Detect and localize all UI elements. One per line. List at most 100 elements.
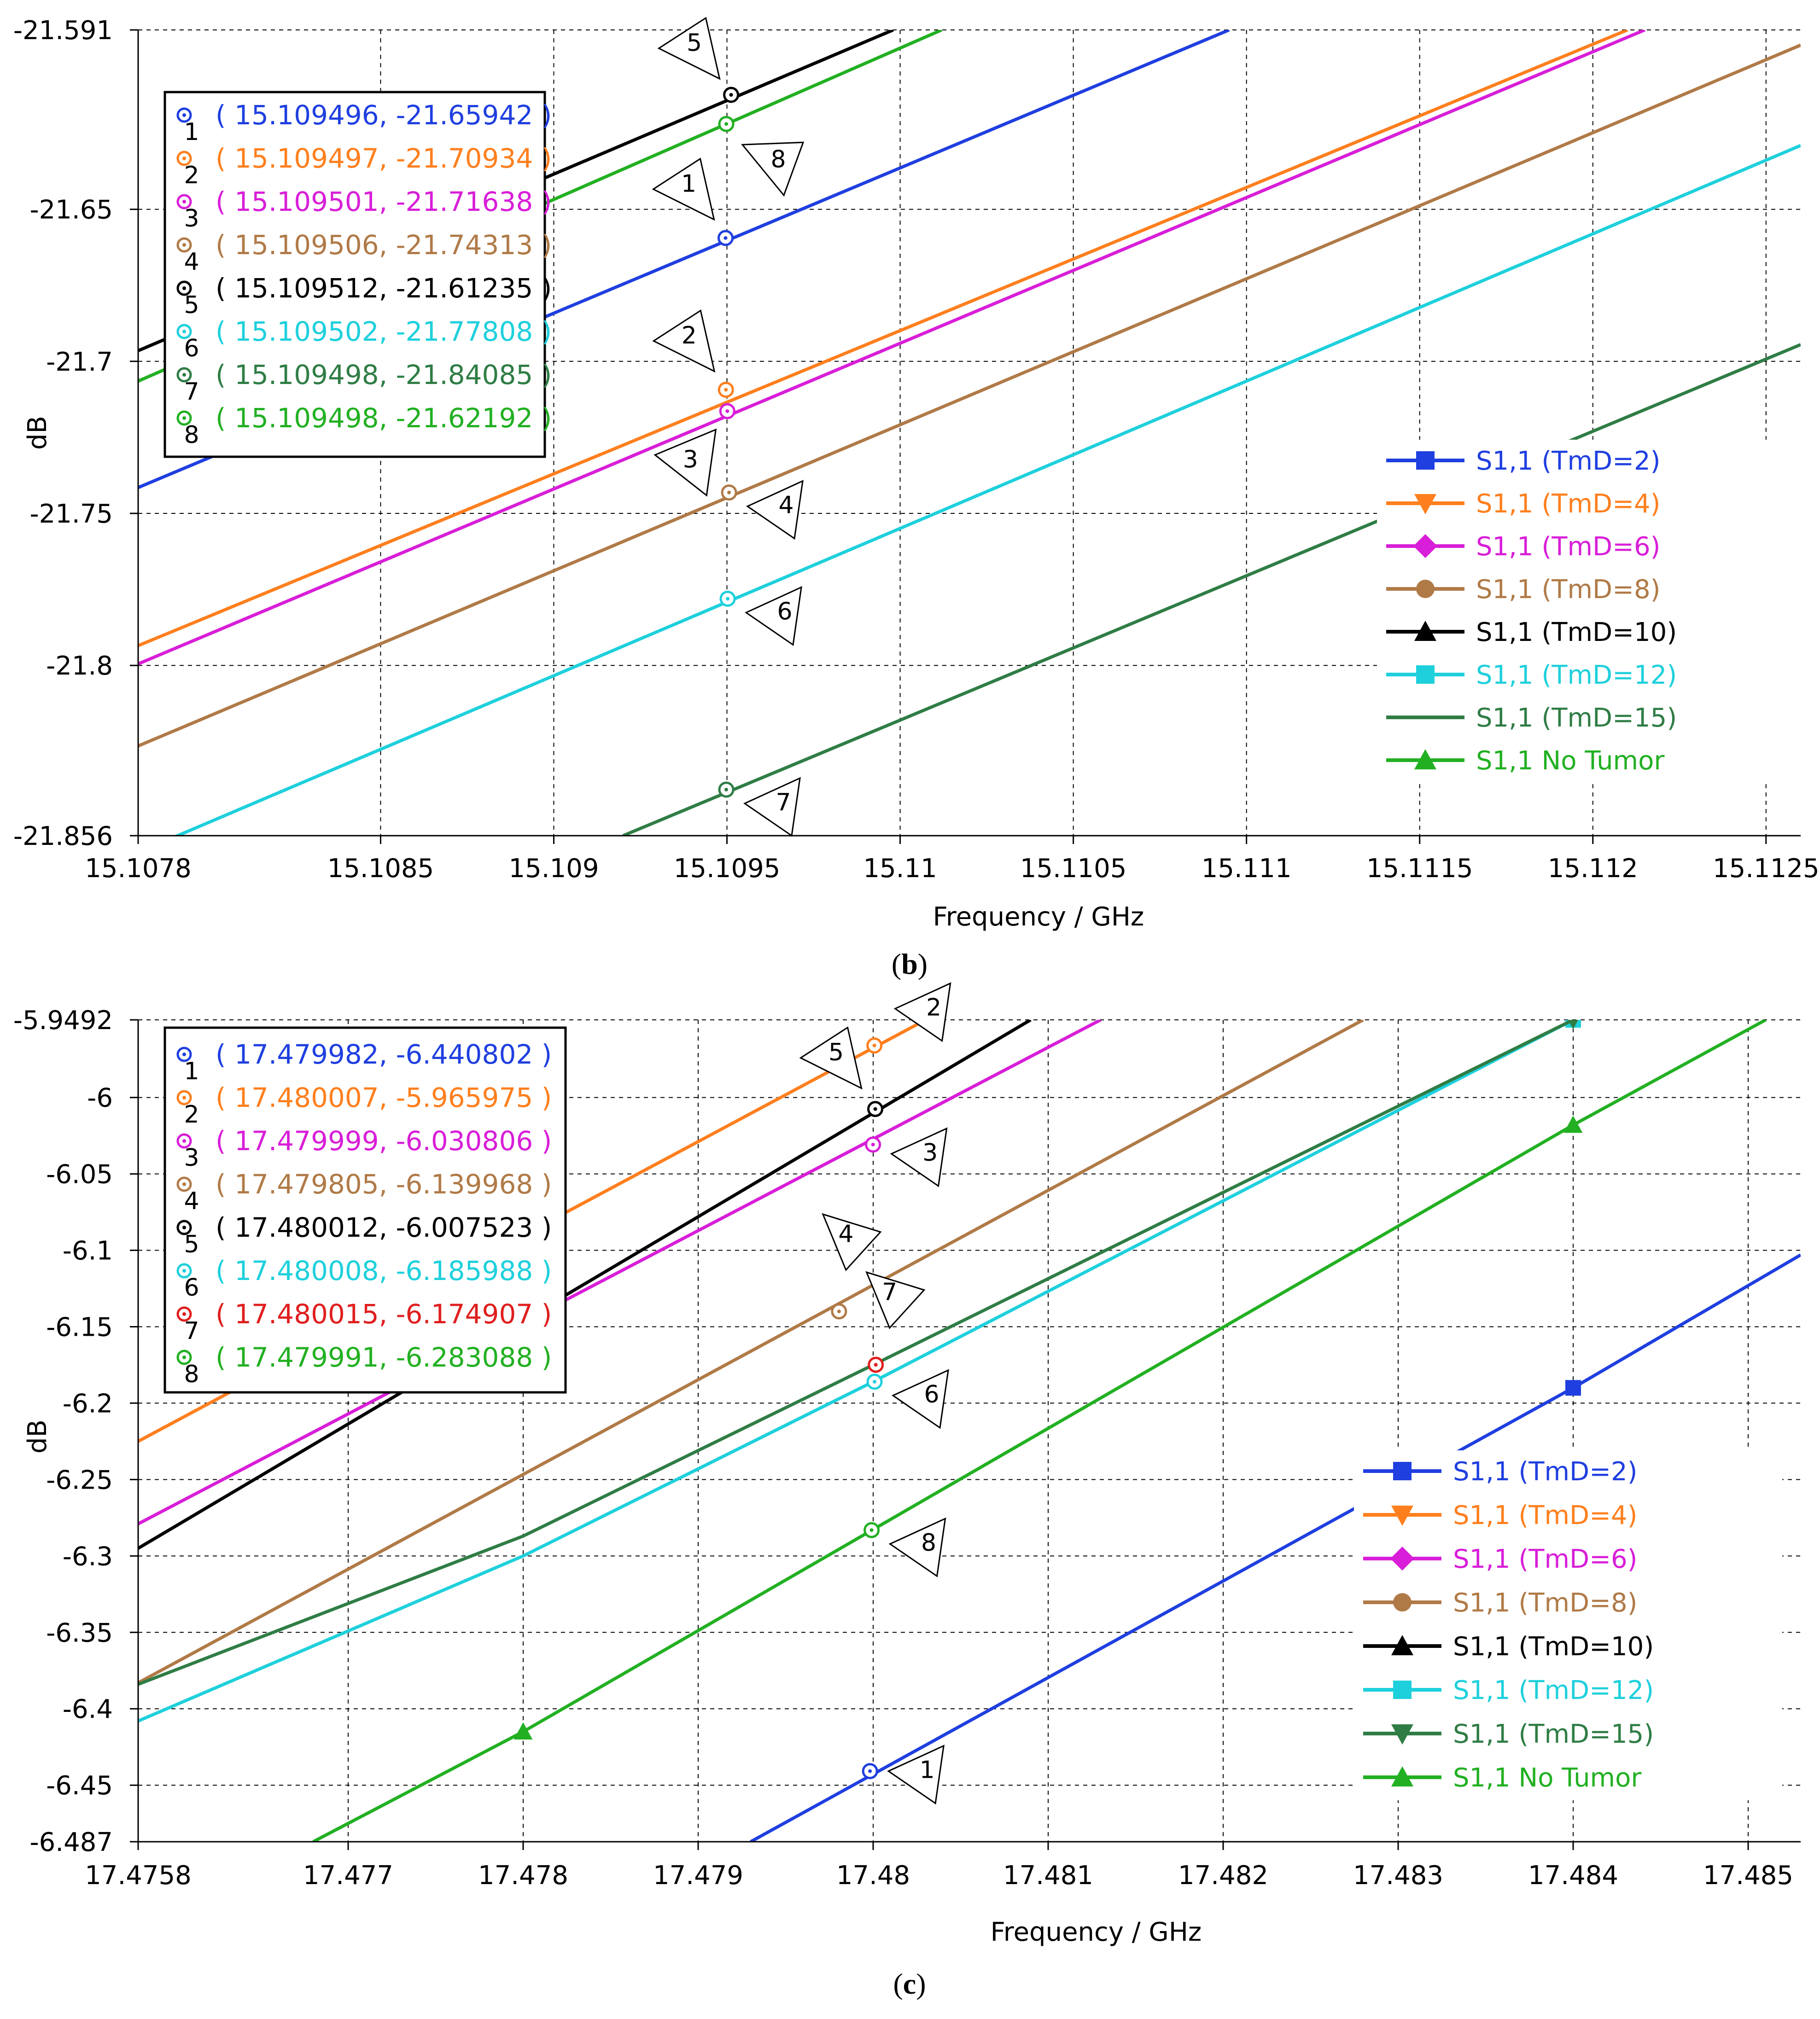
marker-point-dot — [724, 787, 729, 791]
x-tick-label: 17.485 — [1703, 1861, 1793, 1891]
marker-table-icon-dot — [182, 243, 186, 247]
marker-table-value: ( 15.109498, -21.62192 ) — [216, 402, 552, 434]
marker-point-dot — [725, 409, 729, 413]
legend-label: S1,1 (TmD=6) — [1453, 1544, 1638, 1574]
marker-point-dot — [871, 1142, 875, 1146]
marker-flag-number: 5 — [828, 1039, 844, 1066]
marker-flag-number: 7 — [882, 1279, 897, 1306]
marker-table-icon-dot — [182, 1139, 186, 1143]
series-point-marker — [1568, 1020, 1579, 1030]
marker-point-dot — [726, 597, 730, 601]
marker-flag — [822, 1213, 882, 1271]
legend-label: S1,1 (TmD=6) — [1476, 532, 1661, 562]
legend-label: S1,1 (TmD=12) — [1476, 660, 1677, 690]
legend-swatch-marker — [1413, 534, 1437, 558]
x-axis-label: Frequency / GHz — [933, 902, 1144, 932]
marker-flags: 1 2 3 4 5 6 7 8 — [652, 17, 805, 837]
legend-swatch-marker — [1391, 1724, 1413, 1745]
marker-flag — [892, 1369, 949, 1429]
marker-flag-number: 8 — [921, 1529, 936, 1557]
marker-point-dot — [874, 1363, 878, 1367]
marker-table-icon-dot — [182, 1053, 186, 1056]
marker-readout-table: 1 ( 15.109496, -21.65942 ) 2 ( 15.109497, -… — [163, 91, 552, 458]
marker-point-dot — [868, 1769, 872, 1773]
marker-points — [718, 87, 740, 798]
x-tick-label: 15.1095 — [674, 854, 781, 884]
marker-table-number: 4 — [184, 248, 199, 276]
marker-table-number: 8 — [184, 1361, 199, 1388]
marker-table-number: 4 — [184, 1187, 199, 1215]
x-tick-label: 17.483 — [1353, 1861, 1443, 1891]
legend-label: S1,1 (TmD=15) — [1453, 1719, 1654, 1749]
plot-frame — [137, 30, 1801, 837]
marker-table-number: 2 — [184, 1101, 199, 1129]
marker-readout-table: 1 ( 17.479982, -6.440802 ) 2 ( 17.480007, -… — [163, 1026, 567, 1394]
marker-point-dot — [729, 93, 733, 97]
y-tick-label: -21.75 — [29, 499, 113, 529]
marker-flag — [890, 1127, 948, 1187]
marker-table-value: ( 15.109512, -21.61235 ) — [216, 273, 552, 304]
marker-table-number: 6 — [184, 1274, 199, 1302]
marker-table-value: ( 17.480012, -6.007523 ) — [216, 1212, 552, 1243]
marker-table-value: ( 17.480015, -6.174907 ) — [216, 1298, 552, 1330]
y-tick-label: -21.8 — [46, 651, 113, 681]
y-axis-label: dB — [23, 416, 52, 450]
marker-table-icon-dot — [182, 200, 186, 204]
legend-label: S1,1 (TmD=8) — [1453, 1588, 1638, 1618]
marker-table-icon-dot — [182, 373, 186, 377]
marker-table-icon-dot — [182, 1226, 186, 1229]
marker-table-number: 7 — [184, 1317, 199, 1345]
x-tick-label: 15.1085 — [327, 854, 434, 884]
x-tick-label: 17.484 — [1528, 1861, 1618, 1891]
marker-table-icon-dot — [182, 1096, 186, 1100]
x-tick-label: 15.1115 — [1366, 854, 1473, 884]
marker-table-value: ( 15.109502, -21.77808 ) — [216, 316, 552, 347]
marker-point-dot — [873, 1107, 877, 1111]
marker-table-icon-dot — [182, 330, 186, 333]
legend-swatch-marker — [1393, 1462, 1412, 1480]
legend-swatch-marker — [1416, 451, 1435, 470]
legend-label: S1,1 No Tumor — [1476, 746, 1665, 776]
y-tick-label: -6.15 — [46, 1312, 113, 1342]
x-tick-label: 15.112 — [1548, 854, 1638, 884]
marker-flag-number: 6 — [924, 1381, 939, 1408]
y-axis-ticks: -21.591 -21.65 -21.7 -21.75 -21.8 -21.856 — [13, 16, 138, 851]
legend-label: S1,1 (TmD=12) — [1453, 1676, 1654, 1705]
x-tick-label: 17.4758 — [85, 1861, 192, 1891]
series-line — [622, 343, 1801, 836]
marker-table-number: 5 — [184, 291, 199, 319]
marker-table-value: ( 17.480007, -5.965975 ) — [216, 1082, 552, 1113]
marker-table-value: ( 15.109496, -21.65942 ) — [216, 99, 552, 131]
marker-table-number: 1 — [184, 118, 199, 146]
y-tick-label: -6 — [87, 1083, 113, 1113]
legend-label: S1,1 No Tumor — [1453, 1763, 1642, 1793]
legend-swatch-marker — [1414, 749, 1436, 769]
legend-label: S1,1 (TmD=4) — [1476, 489, 1661, 519]
marker-flag-number: 8 — [770, 146, 786, 174]
series-line — [138, 1020, 1102, 1525]
x-tick-label: 17.482 — [1178, 1861, 1268, 1891]
marker-flag-number: 3 — [683, 446, 698, 473]
marker-flag — [743, 777, 801, 837]
marker-flag-number: 7 — [776, 789, 791, 816]
marker-points — [831, 1037, 884, 1780]
panel-caption: (c) — [893, 1967, 926, 2000]
series-line — [138, 43, 1801, 748]
marker-table-icon-dot — [182, 1182, 186, 1186]
marker-flag — [893, 982, 951, 1042]
marker-flag-number: 4 — [838, 1221, 853, 1248]
marker-table-icon-dot — [182, 286, 186, 290]
series-line — [138, 30, 1628, 647]
marker-point-dot — [724, 122, 729, 126]
plot-frame — [137, 1020, 1801, 1843]
x-tick-label: 15.111 — [1202, 854, 1292, 884]
x-axis-label: Frequency / GHz — [991, 1917, 1202, 1947]
marker-table-icon-dot — [182, 1312, 186, 1316]
marker-point-dot — [869, 1528, 874, 1532]
y-tick-label: -6.25 — [46, 1465, 113, 1495]
marker-flag — [746, 480, 804, 540]
x-tick-label: 15.1125 — [1713, 854, 1820, 884]
x-tick-label: 17.477 — [303, 1861, 393, 1891]
